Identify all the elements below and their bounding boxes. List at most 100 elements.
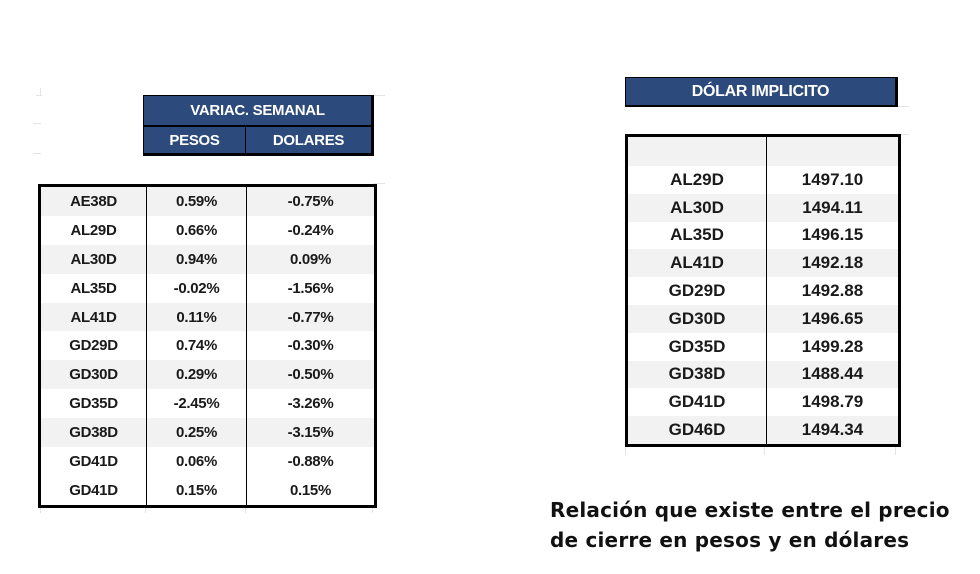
table-row: GD41D 1498.79 [626,388,900,417]
dolares-cell: -0.24% [246,215,376,245]
gridline [33,123,41,124]
table-row: GD41D 0.15% 0.15% [39,475,376,507]
gridline [145,505,146,513]
pesos-cell: 0.11% [146,302,247,332]
table-row: AE38D 0.59% -0.75% [39,185,376,216]
table-row: AL41D 1492.18 [626,249,900,278]
ticker-cell: GD30D [626,304,767,333]
weekly-variation-table: AE38D 0.59% -0.75% AL29D 0.66% -0.24% AL… [38,184,377,508]
table-row: GD29D 1492.88 [626,277,900,305]
value-cell: 1498.79 [766,388,900,417]
gridline [625,445,626,455]
dolares-cell: -0.88% [246,447,376,476]
table-row: GD38D 0.25% -3.15% [39,418,376,448]
ticker-cell: GD35D [626,332,767,361]
ticker-cell: AL35D [39,273,147,303]
ticker-cell: AL29D [626,166,767,194]
ticker-cell: GD38D [39,418,147,448]
dolares-cell: -3.26% [246,389,376,419]
dolares-cell: -0.50% [246,360,376,390]
value-cell: 1492.18 [766,249,900,278]
ticker-cell: AL35D [626,221,767,250]
ticker-cell: AE38D [39,185,147,216]
table-row: GD30D 0.29% -0.50% [39,360,376,390]
pesos-cell: 0.25% [146,418,247,448]
ticker-cell: GD29D [626,277,767,305]
gridline [40,88,41,96]
ticker-cell: GD29D [39,331,147,361]
dolares-cell: 0.15% [246,475,376,507]
column-header-dolares: DOLARES [246,125,371,153]
gridline [245,505,246,513]
pesos-cell: 0.94% [146,244,247,274]
pesos-cell: 0.06% [146,447,247,476]
ticker-cell: GD30D [39,360,147,390]
gridline [372,505,373,513]
dolares-cell: -0.30% [246,331,376,361]
value-cell: 1499.28 [766,332,900,361]
weekly-variation-header: VARIAC. SEMANAL PESOS DOLARES [143,95,374,156]
ticker-cell: GD35D [39,389,147,419]
gridline [36,95,42,96]
ticker-cell: GD41D [39,447,147,476]
table-row: GD41D 0.06% -0.88% [39,447,376,476]
implied-dollar-table: AL29D 1497.10 AL30D 1494.11 AL35D 1496.1… [625,134,901,447]
dolares-cell: 0.09% [246,244,376,274]
table-row-blank [626,135,900,166]
gridline [40,505,41,513]
value-cell: 1488.44 [766,360,900,389]
value-cell: 1494.11 [766,193,900,222]
table-row: GD30D 1496.65 [626,304,900,333]
pesos-cell: 0.29% [146,360,247,390]
ticker-cell: GD46D [626,416,767,446]
table-row: AL41D 0.11% -0.77% [39,302,376,332]
gridline [33,153,41,154]
ticker-cell: GD41D [626,388,767,417]
caption-line-1: Relación que existe entre el precio [550,498,950,522]
blank-cell [766,135,900,166]
table-row: GD38D 1488.44 [626,360,900,389]
gridline [764,445,765,455]
table-row: GD29D 0.74% -0.30% [39,331,376,361]
gridline [895,445,896,455]
table-row: AL35D -0.02% -1.56% [39,273,376,303]
blank-cell [626,135,767,166]
table-row: AL29D 0.66% -0.24% [39,215,376,245]
pesos-cell: 0.66% [146,215,247,245]
caption: Relación que existe entre el precio de c… [550,495,950,555]
weekly-variation-title: VARIAC. SEMANAL [190,102,325,119]
gridline [373,95,385,96]
value-cell: 1492.88 [766,277,900,305]
pesos-cell: 0.74% [146,331,247,361]
implied-dollar-header: DÓLAR IMPLICITO [625,77,898,107]
table-row: AL35D 1496.15 [626,221,900,250]
table-row: AL29D 1497.10 [626,166,900,194]
ticker-cell: AL30D [626,193,767,222]
ticker-cell: AL41D [39,302,147,332]
table-row: GD35D -2.45% -3.26% [39,389,376,419]
dolares-cell: -0.77% [246,302,376,332]
table-row: AL30D 1494.11 [626,193,900,222]
gridline [897,134,909,135]
value-cell: 1494.34 [766,416,900,446]
ticker-cell: AL30D [39,244,147,274]
value-cell: 1496.15 [766,221,900,250]
dolares-cell: -0.75% [246,185,376,216]
table-row: GD35D 1499.28 [626,332,900,361]
ticker-cell: GD38D [626,360,767,389]
table-row: AL30D 0.94% 0.09% [39,244,376,274]
ticker-cell: AL29D [39,215,147,245]
caption-line-2: de cierre en pesos y en dólares [550,528,910,552]
dolares-cell: -1.56% [246,273,376,303]
pesos-cell: -0.02% [146,273,247,303]
pesos-cell: -2.45% [146,389,247,419]
gridline [373,183,385,184]
gridline [897,106,909,107]
implied-dollar-title: DÓLAR IMPLICITO [691,82,830,100]
ticker-cell: AL41D [626,249,767,278]
pesos-cell: 0.15% [146,475,247,507]
value-cell: 1496.65 [766,304,900,333]
pesos-cell: 0.59% [146,185,247,216]
table-row: GD46D 1494.34 [626,416,900,446]
column-header-pesos: PESOS [144,125,246,153]
